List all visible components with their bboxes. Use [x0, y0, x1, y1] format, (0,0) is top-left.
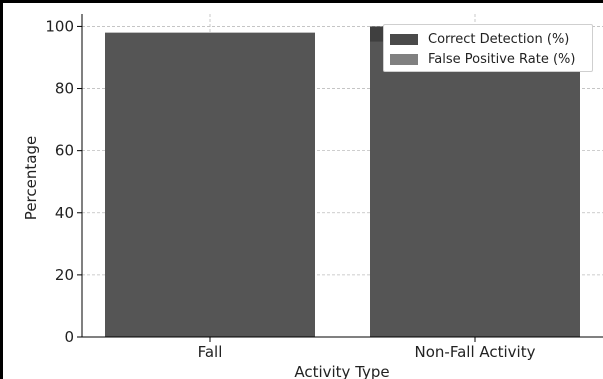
legend-label: Correct Detection (%)	[428, 31, 570, 47]
legend-swatch	[390, 53, 418, 65]
bar-correct-detection	[370, 41, 580, 337]
x-axis-label: Activity Type	[294, 363, 389, 379]
y-axis-label: Percentage	[22, 136, 40, 220]
legend-item-correct-detection: Correct Detection (%)	[390, 29, 586, 49]
legend-swatch	[390, 33, 418, 45]
y-tick-label: 0	[64, 328, 74, 346]
bars	[105, 26, 580, 338]
y-tick-label: 20	[55, 266, 74, 284]
y-tick-label: 100	[45, 17, 74, 35]
x-tick-label: Fall	[198, 343, 223, 361]
bar-correct-detection	[105, 32, 315, 338]
legend-item-false-positive-rate: False Positive Rate (%)	[390, 49, 586, 69]
y-tick-label: 40	[55, 204, 74, 222]
y-tick-label: 80	[55, 80, 74, 98]
axes: 0 20 40 60 80 100 Fall Non-Fall Activity	[45, 14, 603, 361]
y-tick-label: 60	[55, 142, 74, 160]
x-tick-label: Non-Fall Activity	[415, 343, 536, 361]
chart-legend: Correct Detection (%) False Positive Rat…	[383, 24, 593, 72]
legend-label: False Positive Rate (%)	[428, 51, 576, 67]
